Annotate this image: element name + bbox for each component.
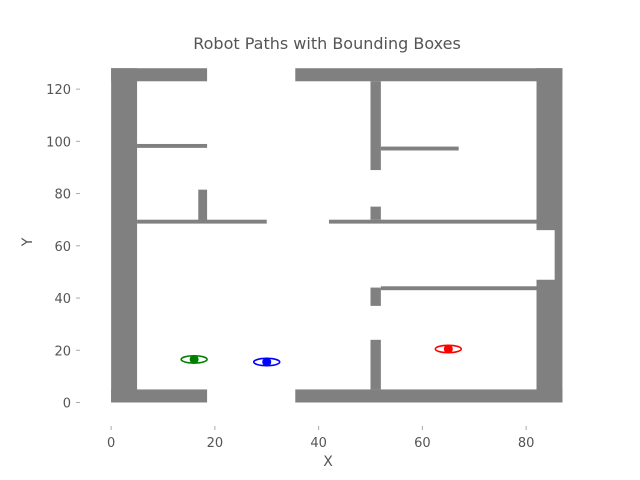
wall-segment — [370, 339, 381, 390]
wall-segment — [380, 146, 459, 151]
robot-point — [262, 357, 272, 367]
y-axis-label: Y — [20, 237, 36, 247]
wall-segment — [370, 81, 381, 171]
wall-segment — [111, 68, 208, 82]
wall-segment — [137, 219, 267, 224]
x-tick-label: 80 — [518, 436, 535, 451]
x-axis-label: X — [323, 454, 333, 470]
wall-segment — [198, 189, 208, 223]
wall-segment — [295, 389, 563, 403]
x-tick-label: 40 — [310, 436, 327, 451]
map-walls — [111, 68, 563, 403]
y-tick-label: 0 — [63, 396, 71, 411]
wall-segment — [111, 389, 208, 403]
wall-opening — [536, 230, 555, 280]
y-tick-label: 20 — [54, 344, 71, 359]
y-tick-label: 100 — [46, 135, 71, 150]
y-tick-label: 120 — [46, 83, 71, 98]
wall-segment — [329, 219, 537, 224]
chart-title: Robot Paths with Bounding Boxes — [193, 34, 461, 53]
y-tick-label: 40 — [54, 292, 71, 307]
wall-segment — [111, 68, 138, 403]
y-tick-label: 60 — [54, 240, 71, 255]
x-tick-label: 0 — [107, 436, 115, 451]
y-tick-label: 80 — [54, 188, 71, 203]
wall-segment — [370, 287, 381, 306]
wall-segment — [380, 286, 537, 291]
axis-ticks: 0 20 40 60 80 0 20 40 60 80 100 120 — [46, 83, 534, 451]
wall-segment — [295, 68, 563, 82]
robot-point — [189, 354, 199, 364]
x-tick-label: 60 — [414, 436, 431, 451]
robot-markers — [180, 344, 463, 367]
x-tick-label: 20 — [207, 436, 224, 451]
wall-segment — [137, 143, 208, 148]
wall-segment — [370, 206, 381, 220]
robot-point — [443, 344, 453, 354]
